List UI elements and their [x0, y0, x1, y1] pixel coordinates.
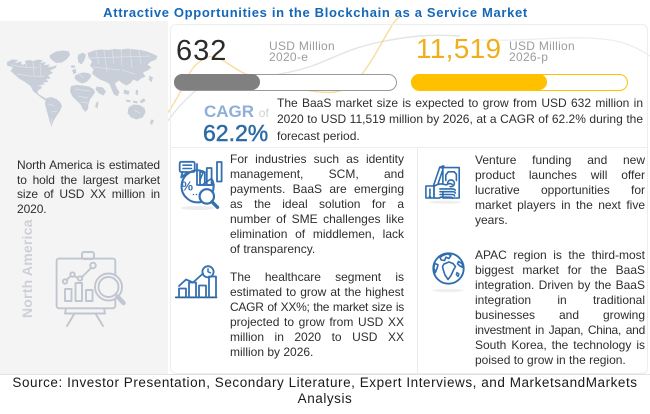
svg-text:%: % [182, 179, 194, 194]
